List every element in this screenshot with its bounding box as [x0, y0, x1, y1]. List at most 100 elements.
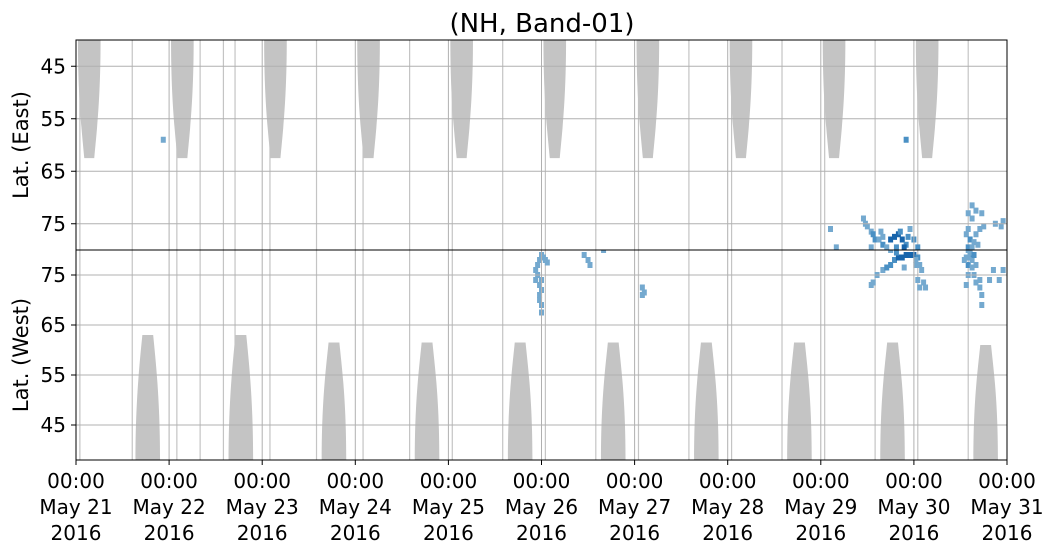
- data-cell-east: [975, 241, 981, 248]
- data-cell-east: [963, 231, 969, 238]
- data-cell-west: [893, 250, 899, 256]
- data-cell-east: [833, 244, 839, 250]
- data-cell-east: [1000, 218, 1006, 225]
- data-cell-west: [979, 292, 985, 298]
- data-cell-east: [872, 236, 878, 243]
- data-cell-east: [915, 244, 921, 250]
- data-cell-east: [860, 215, 866, 222]
- data-cell-west: [969, 257, 975, 263]
- data-cell-west: [917, 284, 923, 291]
- no-data-region-west: [135, 335, 161, 460]
- data-cell-east: [969, 215, 975, 222]
- data-cell-east: [998, 223, 1004, 230]
- y-axis-label-west: Lat. (West): [9, 298, 33, 412]
- data-cell-west: [639, 292, 645, 298]
- data-cell-west: [533, 267, 539, 273]
- data-cell-west: [880, 267, 886, 273]
- data-cell-west: [965, 262, 971, 268]
- data-cell-east: [965, 244, 971, 250]
- data-cell-east: [973, 231, 979, 238]
- data-cell-west: [977, 277, 983, 283]
- data-cell-west: [979, 302, 985, 308]
- data-cell-east: [868, 244, 874, 250]
- no-data-region-west: [600, 342, 626, 460]
- data-cell-east: [878, 228, 884, 235]
- data-cell-east: [969, 244, 975, 250]
- data-cell-west: [639, 284, 645, 291]
- no-data-region-east: [822, 40, 846, 159]
- data-cell-east: [965, 226, 971, 232]
- data-cell-east: [870, 231, 876, 238]
- y-tick-label-east: 45: [41, 54, 66, 78]
- data-cell-west: [895, 254, 901, 261]
- x-tick-label: 00:00 May 26 2016: [505, 469, 578, 545]
- data-cell-west: [921, 279, 927, 286]
- west-panel-layer: [79, 250, 1006, 460]
- data-cell-east: [903, 136, 909, 143]
- data-cell-east: [969, 202, 975, 209]
- data-cell-east: [967, 236, 973, 243]
- data-cell-west: [919, 267, 925, 273]
- x-tick-label: 00:00 May 30 2016: [877, 469, 950, 545]
- data-cell-west: [907, 252, 913, 258]
- data-cell-west: [899, 254, 905, 261]
- data-cell-west: [587, 262, 593, 268]
- data-cell-east: [888, 236, 894, 243]
- data-cell-west: [963, 254, 969, 261]
- no-data-region-east: [357, 40, 380, 159]
- data-cell-east: [977, 226, 983, 232]
- data-cell-west: [923, 284, 929, 291]
- x-tick-label: 00:00 May 22 2016: [133, 469, 206, 545]
- data-cell-west: [537, 282, 543, 288]
- data-cell-west: [973, 279, 979, 286]
- data-cell-west: [537, 292, 543, 298]
- no-data-region-east: [915, 40, 939, 159]
- data-cell-east: [884, 244, 890, 250]
- y-tick-label-west: 75: [41, 263, 66, 287]
- no-data-region-west: [880, 342, 905, 460]
- data-cell-west: [913, 257, 919, 263]
- data-cell-east: [880, 233, 886, 240]
- no-data-region-west: [507, 342, 533, 460]
- no-data-region-west: [694, 342, 719, 460]
- data-cell-east: [973, 207, 979, 214]
- x-tick-label: 00:00 May 25 2016: [412, 469, 485, 545]
- data-cell-west: [987, 277, 993, 283]
- no-data-region-east: [729, 40, 753, 159]
- data-cell-east: [827, 226, 833, 232]
- data-cell-west: [533, 277, 539, 283]
- no-data-region-east: [636, 40, 660, 159]
- data-cell-west: [903, 252, 909, 258]
- data-cell-east: [965, 210, 971, 217]
- y-tick-label-west: 65: [41, 313, 66, 337]
- data-cell-west: [544, 259, 550, 266]
- west-panel-frame: [75, 249, 1008, 461]
- data-cell-west: [537, 297, 543, 303]
- data-cell-west: [537, 257, 543, 263]
- data-cell-west: [901, 264, 907, 271]
- y-tick-label-east: 65: [41, 159, 66, 183]
- data-cell-east: [907, 226, 913, 232]
- data-cell-east: [979, 210, 985, 217]
- x-tick-label: 00:00 May 27 2016: [598, 469, 671, 545]
- data-cell-west: [973, 262, 979, 268]
- no-data-region-east: [450, 40, 473, 159]
- y-tick-label-west: 55: [41, 363, 66, 387]
- data-cell-west: [870, 279, 876, 286]
- data-cell-east: [880, 241, 886, 248]
- chart-title: (NH, Band-01): [449, 9, 634, 39]
- y-tick-label-west: 45: [41, 413, 66, 437]
- data-cell-west: [888, 250, 894, 253]
- no-data-region-east: [264, 40, 287, 159]
- data-cell-west: [892, 257, 898, 263]
- no-data-region-east: [543, 40, 567, 159]
- data-cell-east: [905, 233, 911, 240]
- x-tick-label: 00:00 May 29 2016: [784, 469, 857, 545]
- data-cell-east: [971, 239, 977, 246]
- data-cell-west: [996, 277, 1002, 283]
- y-tick-label-east: 75: [41, 212, 66, 236]
- x-tick-label: 00:00 May 24 2016: [319, 469, 392, 545]
- data-cell-west: [969, 264, 975, 271]
- data-cell-west: [913, 262, 919, 268]
